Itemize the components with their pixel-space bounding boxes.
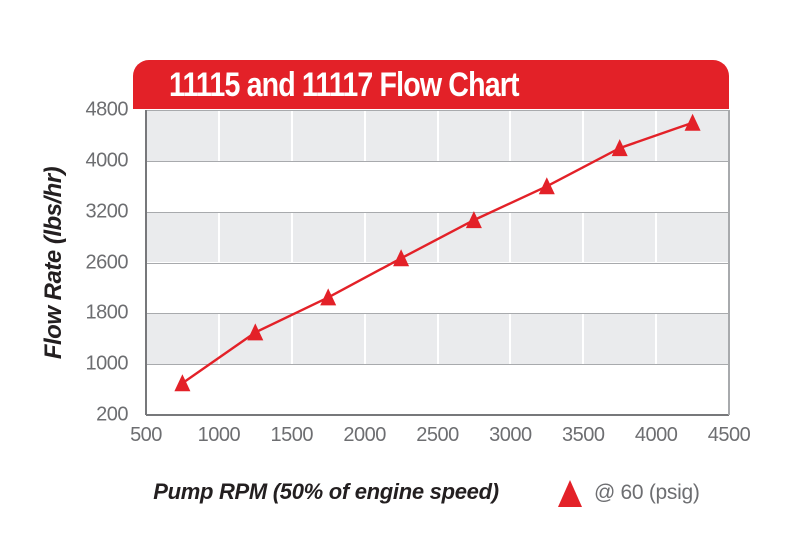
horizontal-gridline [146,262,729,264]
horizontal-gridline [146,211,729,213]
x-tick-label: 3000 [489,424,532,446]
triangle-up-icon [558,479,582,507]
triangle-marker-icon [393,249,410,267]
x-tick-label: 4000 [634,424,678,446]
triangle-marker-icon [247,323,264,341]
horizontal-gridline [146,110,729,111]
y-tick-label: 1000 [85,352,129,375]
y-axis-title: Flow Rate (lbs/hr) [40,166,67,360]
horizontal-gridline [146,364,729,366]
triangle-marker-icon [320,288,337,306]
horizontal-gridline [146,160,729,162]
chart-title-banner: 11115 and 11117 Flow Chart [133,60,729,109]
triangle-marker-icon [174,374,191,392]
triangle-marker-icon [684,113,701,131]
x-tick-label: 500 [130,424,162,446]
x-tick-label: 3500 [562,424,605,446]
plot-right-border [728,110,730,415]
y-tick-label: 1800 [85,301,129,324]
plot-area [145,110,730,416]
x-tick-label: 2000 [343,424,386,446]
triangle-marker-icon [538,177,555,195]
y-axis-line [145,110,147,415]
y-tick-label: 4000 [85,149,129,172]
x-tick-label: 1500 [270,424,314,446]
x-tick-label: 4500 [707,424,751,446]
legend-label: @ 60 (psig) [594,481,700,504]
x-axis-line [146,414,729,416]
data-series-line [174,113,701,392]
x-tick-label: 1000 [197,424,241,446]
series-polyline [181,121,693,385]
chart-title: 11115 and 11117 Flow Chart [169,66,520,104]
y-tick-label: 3200 [85,200,129,223]
x-axis-title: Pump RPM (50% of engine speed) [153,479,499,504]
horizontal-gridline [146,313,729,315]
x-tick-label: 2500 [416,424,459,446]
legend: @ 60 (psig) [558,476,700,510]
y-tick-label: 200 [96,403,128,426]
triangle-marker-icon [465,211,482,229]
triangle-marker-icon [611,139,628,157]
y-tick-label: 2600 [85,251,129,273]
y-tick-label: 4800 [85,98,129,121]
